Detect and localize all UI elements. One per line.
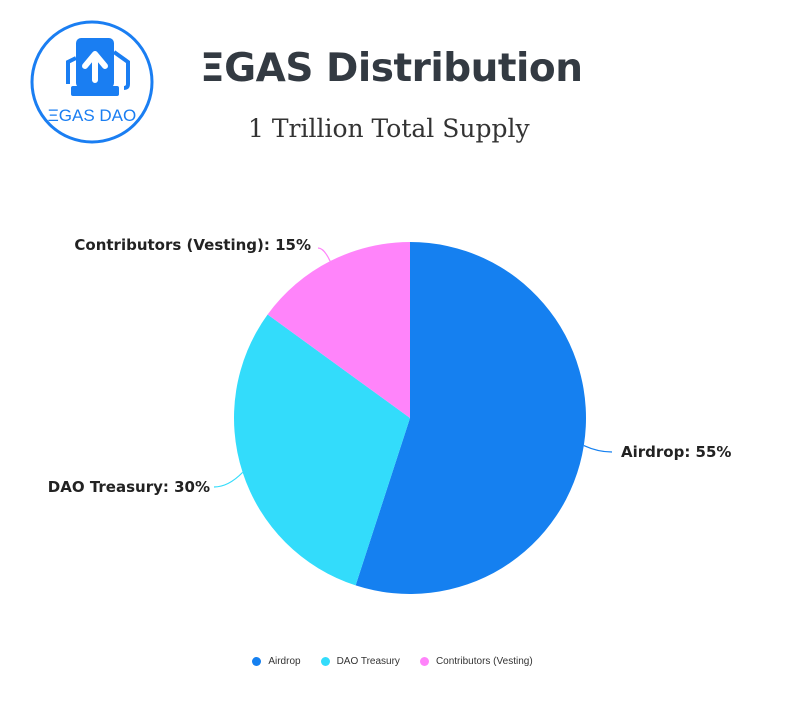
chart-title: ΞGAS Distribution <box>200 46 583 91</box>
legend-swatch-airdrop <box>252 657 262 666</box>
data-label-dao-treasury: DAO Treasury: 30% <box>48 478 210 496</box>
legend-item-contributors: Contributors (Vesting) <box>419 656 533 667</box>
pie-slice-dao-treasury <box>234 314 410 586</box>
legend-item-airdrop: Airdrop <box>252 656 301 667</box>
pie-slice-contributors <box>267 242 410 418</box>
legend-label-dao-treasury: DAO Treasury <box>336 656 400 667</box>
gas-pump-icon: ΞGAS DAO <box>30 20 154 144</box>
data-label-airdrop: Airdrop: 55% <box>621 443 731 461</box>
logo-text: ΞGAS DAO <box>48 106 137 125</box>
legend-item-dao-treasury: DAO Treasury <box>320 656 400 667</box>
pie-slice-airdrop <box>355 242 586 594</box>
leader-line-dao-treasury <box>213 471 244 488</box>
data-label-contributors: Contributors (Vesting): 15% <box>74 236 311 254</box>
legend-label-contributors: Contributors (Vesting) <box>435 656 533 667</box>
legend-swatch-dao-treasury <box>320 657 330 666</box>
egas-dao-logo: ΞGAS DAO <box>28 18 156 146</box>
leader-line-contributors <box>317 247 331 262</box>
chart-subtitle: 1 Trillion Total Supply <box>248 114 530 143</box>
chart-legend: Airdrop DAO Treasury Contributors (Vesting… <box>0 656 785 669</box>
leader-line-airdrop <box>583 444 613 453</box>
legend-swatch-contributors <box>419 657 429 666</box>
legend-label-airdrop: Airdrop <box>268 656 301 667</box>
